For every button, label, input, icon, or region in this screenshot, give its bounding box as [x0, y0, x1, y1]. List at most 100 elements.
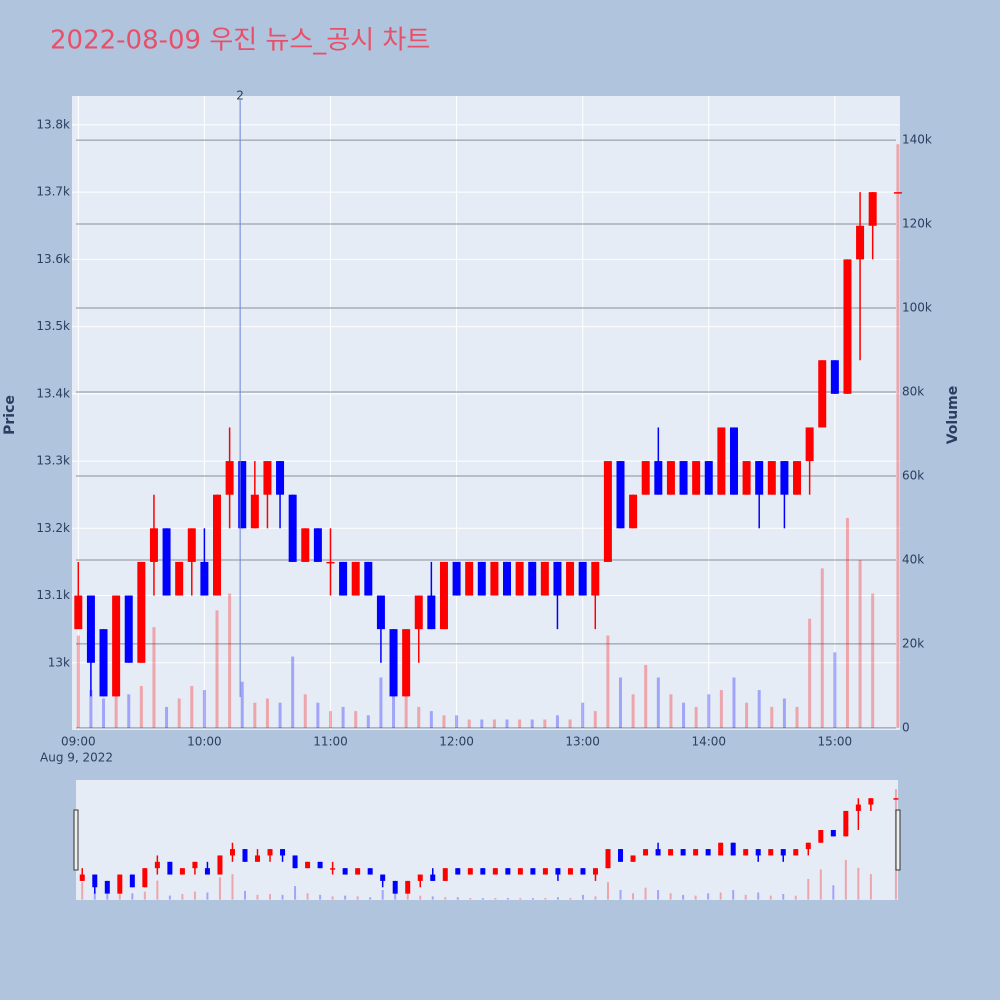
x-tick-label: 12:00	[439, 735, 474, 749]
rangeslider-candle-body	[680, 849, 686, 856]
volume-bar	[291, 656, 295, 728]
rangeslider-candle-body	[605, 849, 611, 869]
candle-body	[818, 360, 827, 428]
volume-bar	[871, 593, 875, 728]
rangeslider-candle-body	[655, 849, 661, 856]
y-tick-label: 13.7k	[36, 185, 70, 199]
rangeslider-volume-bar	[669, 893, 672, 900]
annotation-text: 2	[236, 89, 244, 103]
rangeslider-candle-body	[154, 861, 160, 869]
candle-body	[162, 528, 171, 596]
rangeslider-volume-bar	[231, 874, 234, 900]
x-tick-label: 10:00	[187, 735, 222, 749]
y2-tick-label: 60k	[902, 468, 924, 482]
volume-bar	[492, 719, 496, 728]
rangeslider-candle-body	[79, 874, 85, 881]
rangeslider-volume-bar	[506, 898, 509, 900]
volume-bar	[139, 685, 143, 728]
rangeslider-volume-bar	[356, 896, 359, 900]
rangeslider-volume-bar	[369, 897, 372, 900]
plot-area	[72, 96, 900, 730]
rangeslider-volume-bar	[256, 894, 259, 900]
rangeslider-volume-bar	[732, 890, 735, 900]
volume-bar	[240, 681, 244, 728]
candle-body	[99, 629, 108, 697]
rangeslider-candle-body	[855, 804, 861, 811]
candle-body	[553, 561, 562, 596]
volume-bar	[745, 702, 749, 728]
rangeslider-candle-body	[530, 868, 536, 875]
rangeslider-candle-body	[430, 874, 436, 881]
rangeslider-volume-bar	[143, 891, 146, 900]
rangeslider-volume-bar	[243, 890, 246, 900]
rangeslider-volume-bar	[331, 896, 334, 900]
candle-body	[263, 461, 272, 495]
y-axis-title: Price	[2, 395, 18, 435]
rangeslider-volume-bar	[344, 895, 347, 900]
y2-axis-title: Volume	[945, 386, 961, 445]
x-tick-label: 11:00	[313, 735, 348, 749]
candle-body	[313, 528, 322, 562]
candle-body	[213, 494, 222, 596]
volume-bar	[719, 690, 723, 728]
candle-body	[616, 461, 625, 529]
rangeslider-volume-bar	[857, 867, 860, 900]
volume-bar	[341, 706, 345, 728]
y-tick-label: 13.4k	[36, 386, 70, 400]
rangeslider-candle-body	[92, 874, 98, 888]
candle-body	[187, 528, 196, 562]
volume-bar	[694, 706, 698, 728]
volume-bar	[757, 690, 761, 728]
chart-title: 2022-08-09 우진 뉴스_공시 차트	[50, 26, 430, 56]
rangeslider-volume-bar	[569, 898, 572, 900]
candle-body	[603, 461, 612, 562]
candle-body	[86, 595, 95, 663]
candle-body	[893, 192, 902, 194]
volume-bar	[442, 715, 446, 728]
rangeslider-candle-body	[567, 868, 573, 875]
volume-bar	[707, 694, 711, 728]
rangeslider-volume-bar	[481, 898, 484, 900]
rangeslider-candle-body	[618, 849, 624, 862]
rangeslider-volume-bar	[719, 892, 722, 900]
candle-body	[591, 561, 600, 596]
rangeslider-volume-bar	[131, 893, 134, 900]
rangeslider-candle-body	[229, 849, 235, 856]
y2-tick-label: 140k	[902, 133, 932, 147]
rangeslider-candle-body	[705, 849, 711, 856]
rangeslider-candle-body	[367, 868, 373, 875]
rangeslider-volume-bar	[281, 894, 284, 900]
volume-bar	[858, 559, 862, 728]
volume-bar	[165, 706, 169, 728]
candle-body	[515, 561, 524, 596]
volume-bar	[455, 715, 459, 728]
rangeslider-candle-body	[129, 874, 135, 888]
rangeslider-volume-bar	[431, 896, 434, 900]
volume-bar	[480, 719, 484, 728]
candle-body	[452, 561, 461, 596]
volume-bar	[845, 517, 849, 728]
candle-body	[389, 629, 398, 697]
rangeslider-volume-bar	[556, 897, 559, 900]
rangeslider-candle-body	[380, 874, 386, 881]
candle-body	[326, 561, 335, 564]
candle-body	[490, 561, 499, 596]
rangeslider-candle-body	[292, 855, 298, 869]
volume-bar	[202, 690, 206, 728]
volume-bar	[682, 702, 686, 728]
volume-bar	[833, 652, 837, 728]
rangeslider-volume-bar	[619, 890, 622, 900]
volume-bar	[820, 568, 824, 728]
rangeslider-volume-bar	[118, 890, 121, 900]
rangeslider-volume-bar	[81, 882, 84, 900]
volume-bar	[228, 593, 232, 728]
rangeslider-candle-body	[793, 849, 799, 856]
rangeslider-candle-body	[167, 861, 173, 875]
candle-body	[729, 427, 738, 495]
rangeslider-volume-bar	[469, 898, 472, 900]
candle-body	[402, 629, 411, 697]
candle-body	[175, 561, 184, 596]
candle-body	[742, 461, 751, 495]
rangeslider-volume-bar	[782, 894, 785, 900]
